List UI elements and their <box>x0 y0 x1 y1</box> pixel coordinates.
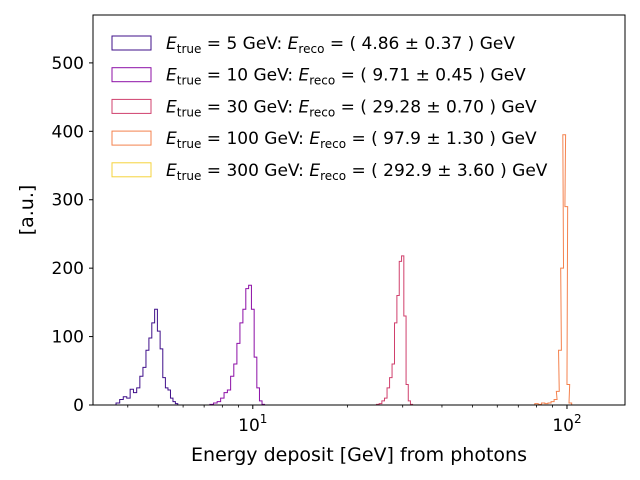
legend-label-5: Etrue = 300 GeV: Ereco = ( 292.9 ± 3.60 … <box>166 161 548 183</box>
x-axis: 101 102 <box>127 405 582 436</box>
legend-swatch-1 <box>111 35 152 51</box>
histogram-series-1 <box>115 308 179 405</box>
y-axis: 0 100 200 300 400 500 <box>52 54 93 416</box>
legend: Etrue = 5 GeV: Ereco = ( 4.86 ± 0.37 ) G… <box>111 34 548 183</box>
y-tick-label: 200 <box>52 259 84 279</box>
legend-label-3: Etrue = 30 GeV: Ereco = ( 29.28 ± 0.70 )… <box>166 97 537 119</box>
x-tick-label: 102 <box>552 412 581 436</box>
histogram-series-2 <box>209 284 266 405</box>
legend-label-1: Etrue = 5 GeV: Ereco = ( 4.86 ± 0.37 ) G… <box>166 34 515 56</box>
legend-swatch-3 <box>111 98 152 114</box>
x-axis-label: Energy deposit [GeV] from photons <box>191 444 527 466</box>
legend-label-2: Etrue = 10 GeV: Ereco = ( 9.71 ± 0.45 ) … <box>166 66 526 88</box>
x-tick-label: 101 <box>238 412 267 436</box>
legend-swatch-4 <box>111 130 152 146</box>
plot-series <box>115 134 573 405</box>
plot-frame <box>92 14 626 406</box>
legend-swatch-5 <box>111 162 152 178</box>
y-tick-label: 400 <box>52 122 84 142</box>
y-tick-label: 100 <box>52 328 84 348</box>
y-axis-label: [a.u.] <box>16 185 38 236</box>
histogram-series-3 <box>375 255 414 405</box>
y-tick-label: 0 <box>73 396 84 416</box>
histogram-series-4 <box>534 134 573 405</box>
legend-label-4: Etrue = 100 GeV: Ereco = ( 97.9 ± 1.30 )… <box>166 129 537 151</box>
legend-swatch-2 <box>111 67 152 83</box>
y-tick-label: 300 <box>52 191 84 211</box>
y-tick-label: 500 <box>52 54 84 74</box>
